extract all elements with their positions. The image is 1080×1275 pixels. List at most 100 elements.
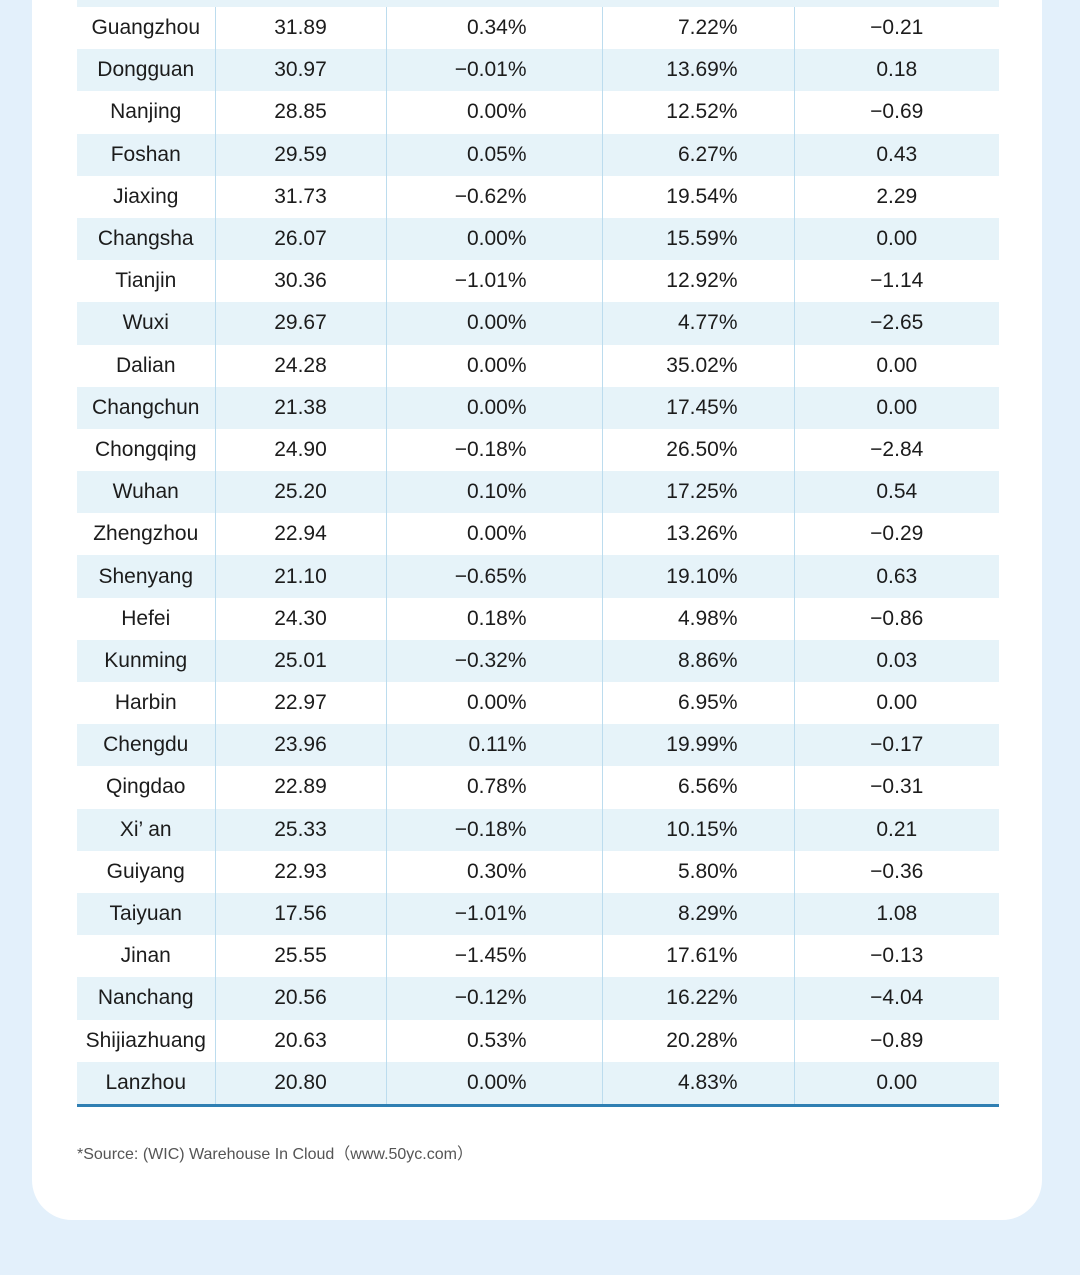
value-cell-1: 23.96 [214,724,386,767]
value-cell-4: −0.13 [793,935,999,978]
value-cell-3: 12.92% [601,260,794,303]
data-table-container: Guangzhou 31.89 0.34% 7.22% −0.21 Dongguan 30.… [77,0,999,1107]
value-cell-1: 30.36 [214,260,386,303]
table-row: Tianjin 30.36 −1.01% 12.92% −1.14 [77,260,999,303]
value-cell-2: −1.45% [385,935,602,978]
value-cell-2: 0.05% [385,133,602,176]
city-cell: Harbin [114,691,177,715]
table-row: Kunming 25.01 −0.32% 8.86% 0.03 [77,639,999,682]
value-cell-3: 5.80% [601,850,794,893]
value-cell-1: 20.56 [214,977,386,1020]
city-cell: Jinan [120,944,171,968]
value-cell-4: −0.69 [793,91,999,134]
city-cell: Chongqing [94,437,197,461]
value-cell-4: 0.43 [793,133,999,176]
value-cell-1: 20.63 [214,1019,386,1062]
value-cell-4: 0.03 [793,639,999,682]
value-cell-3: 19.99% [601,724,794,767]
value-cell-1: 20.80 [214,1061,386,1104]
value-cell-4: −1.14 [793,260,999,303]
value-cell-4: 0.00 [793,386,999,429]
value-cell-1: 30.97 [214,49,386,92]
value-cell-1: 25.01 [214,639,386,682]
value-cell-4: −0.21 [793,7,999,50]
value-cell-2: 0.34% [385,7,602,50]
value-cell-3: 16.22% [601,977,794,1020]
city-cell: Foshan [77,133,215,176]
value-cell-3: 13.69% [601,49,794,92]
value-cell-4: 0.54 [793,471,999,514]
city-cell: Shijiazhuang [85,1028,206,1052]
value-cell-4: 0.21 [793,808,999,851]
value-cell-1: 26.07 [214,217,386,261]
table-row: Harbin 22.97 0.00% 6.95% 0.00 [77,682,999,725]
table-row: Jiaxing 31.73 −0.62% 19.54% 2.29 [77,175,999,218]
value-cell-4: −0.89 [793,1019,999,1062]
value-cell-4: −2.84 [793,428,999,472]
city-cell: Dongguan [77,49,215,92]
table-row: Chengdu 23.96 0.11% 19.99% −0.17 [77,724,999,767]
value-cell-1: 24.28 [214,344,386,387]
table-row: Changsha 26.07 0.00% 15.59% 0.00 [77,217,999,261]
value-cell-1: 25.33 [214,808,386,851]
value-cell-3: 4.98% [601,597,794,640]
value-cell-3: 10.15% [601,808,794,851]
city-cell: Shenyang [77,555,215,598]
table-row: Dongguan 30.97 −0.01% 13.69% 0.18 [77,49,999,92]
value-cell-3: 12.52% [601,91,794,134]
table-row: Changchun 21.38 0.00% 17.45% 0.00 [77,386,999,429]
value-cell-3: 6.27% [601,133,794,176]
value-cell-4: −2.65 [793,302,999,345]
value-cell-3: 6.95% [601,682,794,725]
value-cell-3: 13.26% [601,513,794,556]
table-row: Chongqing 24.90 −0.18% 26.50% −2.84 [77,428,999,472]
table-row: Zhengzhou 22.94 0.00% 13.26% −0.29 [77,513,999,556]
city-cell: Guiyang [106,859,185,883]
city-cell: Hefei [121,606,171,630]
value-cell-3: 19.10% [601,555,794,598]
table-bottom-rule [77,1103,999,1107]
value-cell-2: 0.00% [385,1061,602,1104]
value-cell-3: 17.45% [601,386,794,429]
value-cell-4: −0.86 [793,597,999,640]
value-cell-1: 22.89 [214,766,386,809]
value-cell-3: 8.86% [601,639,794,682]
table-row: Guangzhou 31.89 0.34% 7.22% −0.21 [77,7,999,50]
value-cell-1: 24.90 [214,428,386,472]
value-cell-2: 0.00% [385,91,602,134]
value-cell-2: 0.18% [385,597,602,640]
value-cell-3: 15.59% [601,217,794,261]
value-cell-2: 0.00% [385,217,602,261]
value-cell-2: 0.11% [385,724,602,767]
table-row: Qingdao 22.89 0.78% 6.56% −0.31 [77,766,999,809]
value-cell-1: 28.85 [214,91,386,134]
value-cell-2: 0.00% [385,513,602,556]
city-cell: Wuxi [77,302,215,345]
value-cell-1: 22.93 [214,850,386,893]
table-top-strip [77,0,999,7]
city-cell: Tianjin [115,269,177,293]
value-cell-4: −0.17 [793,724,999,767]
value-cell-4: −0.31 [793,766,999,809]
value-cell-2: −1.01% [385,892,602,936]
value-cell-2: −0.18% [385,428,602,472]
table-row: Wuhan 25.20 0.10% 17.25% 0.54 [77,471,999,514]
city-cell: Nanjing [110,100,182,124]
table-row: Lanzhou 20.80 0.00% 4.83% 0.00 [77,1061,999,1104]
value-cell-2: −0.12% [385,977,602,1020]
city-cell: Zhengzhou [93,522,199,546]
value-cell-4: −0.36 [793,850,999,893]
value-cell-2: 0.00% [385,344,602,387]
table-row: Wuxi 29.67 0.00% 4.77% −2.65 [77,302,999,345]
value-cell-4: 0.00 [793,344,999,387]
value-cell-3: 19.54% [601,175,794,218]
value-cell-2: −0.01% [385,49,602,92]
value-cell-3: 6.56% [601,766,794,809]
value-cell-2: 0.53% [385,1019,602,1062]
value-cell-1: 31.89 [214,7,386,50]
rent-data-table: Guangzhou 31.89 0.34% 7.22% −0.21 Dongguan 30.… [77,7,999,1104]
city-cell: Dalian [115,353,176,377]
value-cell-1: 25.20 [214,471,386,514]
table-body: Guangzhou 31.89 0.34% 7.22% −0.21 Dongguan 30.… [77,7,999,1104]
value-cell-2: 0.78% [385,766,602,809]
